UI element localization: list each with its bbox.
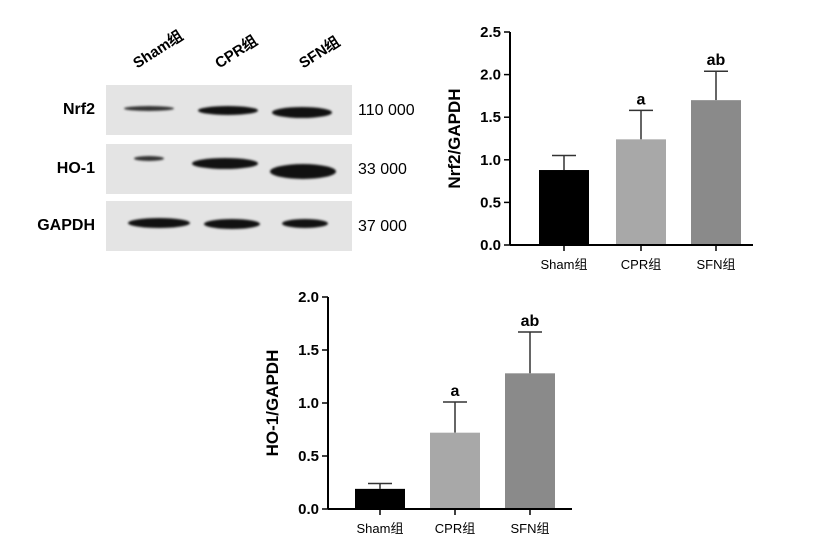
chart1-significance-label: a	[637, 91, 646, 108]
band	[204, 219, 260, 229]
chart2-significance-label: ab	[521, 313, 540, 330]
chart1-x-tick-label: SFN组	[696, 257, 735, 272]
chart2-y-tick-label: 1.0	[298, 395, 319, 412]
chart2-x-tick-label: SFN组	[510, 521, 549, 536]
chart1-bar	[691, 100, 741, 245]
chart2-y-tick-label: 0.0	[298, 501, 319, 518]
chart1-y-tick-label: 0.0	[480, 237, 501, 254]
chart1-bar	[539, 170, 589, 245]
chart1-x-tick-label: Sham组	[541, 257, 588, 272]
mw-gapdh: 37 000	[358, 218, 407, 235]
row-label-gapdh: GAPDH	[37, 217, 95, 234]
chart1-bar	[616, 139, 666, 245]
band	[270, 164, 336, 179]
band	[282, 219, 328, 228]
chart1-y-tick-label: 1.0	[480, 152, 501, 169]
chart1-significance-label: ab	[707, 52, 726, 69]
blot-panel-ho1	[106, 144, 352, 194]
chart2-bar	[355, 488, 405, 509]
chart1-y-tick-label: 2.0	[480, 67, 501, 84]
row-label-nrf2: Nrf2	[62, 101, 95, 118]
chart1-y-tick-label: 0.5	[480, 194, 501, 211]
chart2-bar	[430, 432, 480, 509]
mw-ho1: 33 000	[358, 161, 407, 178]
chart1-y-tick-label: 1.5	[480, 109, 501, 126]
chart2-y-tick-label: 0.5	[298, 448, 319, 465]
chart2-x-tick-label: CPR组	[435, 521, 475, 536]
chart2-significance-label: a	[451, 383, 460, 400]
band	[198, 106, 258, 115]
chart1-x-tick-label: CPR组	[621, 257, 661, 272]
mw-nrf2: 110 000	[358, 102, 415, 119]
chart2-y-axis-title: HO-1/GAPDH	[263, 350, 282, 457]
band	[272, 107, 332, 118]
band	[128, 218, 190, 228]
blot-panel-nrf2	[106, 85, 352, 135]
blot-panel-gapdh	[106, 201, 352, 251]
chart1-y-tick-label: 2.5	[480, 24, 501, 41]
band	[124, 106, 174, 111]
chart2-y-tick-label: 2.0	[298, 289, 319, 306]
band	[192, 158, 258, 169]
chart1-y-axis-title: Nrf2/GAPDH	[445, 88, 464, 188]
chart2-y-tick-label: 1.5	[298, 342, 319, 359]
band	[134, 156, 164, 161]
row-label-ho1: HO-1	[56, 160, 95, 177]
chart2-x-tick-label: Sham组	[357, 521, 404, 536]
chart2-bar	[505, 373, 555, 509]
